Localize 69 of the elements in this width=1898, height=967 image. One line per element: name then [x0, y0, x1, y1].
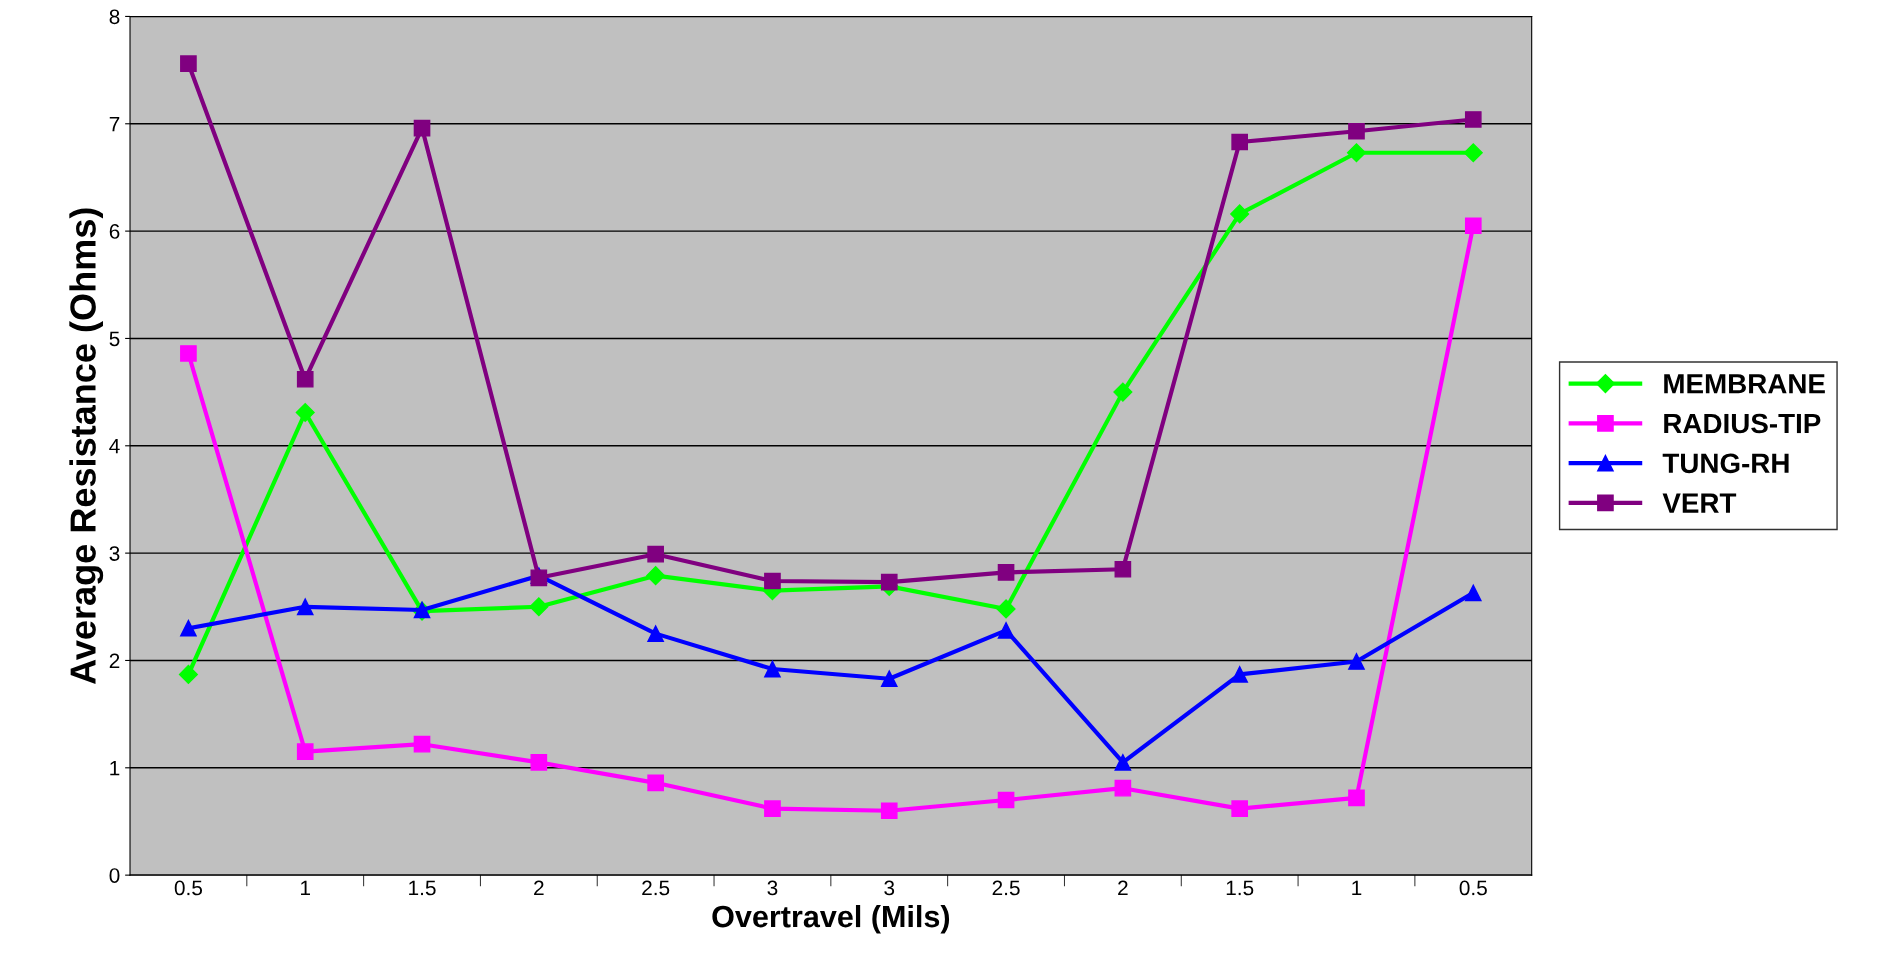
point — [1348, 122, 1365, 140]
point — [413, 735, 431, 753]
x-axis-title: Overtravel (Mils) — [712, 904, 950, 934]
point — [647, 774, 664, 792]
point — [764, 800, 781, 817]
y-tick-label: 5 — [109, 331, 120, 347]
point — [1231, 666, 1249, 683]
y-tick-label: 0 — [109, 868, 120, 883]
point — [1464, 217, 1482, 235]
point — [413, 119, 431, 137]
point — [880, 802, 898, 820]
x-tick-label: 1.5 — [1226, 880, 1254, 896]
point — [1231, 800, 1249, 817]
point — [764, 572, 781, 590]
x-tick-label: 2.5 — [642, 880, 670, 896]
y-tick-label: 3 — [109, 546, 120, 561]
point — [180, 619, 197, 637]
point — [180, 55, 197, 73]
point — [180, 345, 197, 362]
point — [1348, 789, 1365, 807]
point — [764, 660, 781, 678]
point — [1463, 143, 1483, 163]
point — [1464, 111, 1482, 128]
legend-label: RADIUS-TIP — [1664, 413, 1821, 434]
point — [1348, 653, 1365, 670]
y-tick-label: 2 — [109, 653, 120, 669]
point — [1114, 779, 1132, 797]
point — [647, 545, 664, 563]
legend-label: TUNG-RH — [1662, 453, 1789, 474]
point — [1464, 584, 1482, 602]
point — [1346, 143, 1367, 163]
x-tick-label: 1 — [1352, 880, 1362, 896]
point — [178, 664, 198, 684]
x-tick-label: 3 — [767, 880, 778, 896]
x-tick-label: 2.5 — [992, 880, 1020, 896]
legend-label: VERT — [1662, 493, 1737, 513]
point — [529, 597, 549, 617]
y-tick-label: 4 — [109, 439, 120, 454]
point — [295, 402, 315, 423]
x-tick-label: 0.5 — [1459, 880, 1487, 896]
x-tick-label: 2 — [1118, 880, 1128, 896]
x-tick-label: 0.5 — [174, 880, 203, 896]
x-tick-label: 3 — [884, 880, 895, 896]
y-tick-label: 6 — [109, 224, 120, 239]
point — [1114, 560, 1132, 578]
point — [296, 598, 314, 616]
point — [880, 573, 898, 591]
point — [1231, 133, 1249, 151]
point — [997, 622, 1015, 639]
x-tick-label: 2 — [534, 880, 544, 896]
y-tick-label: 7 — [109, 116, 120, 132]
y-axis-title: Average Resistance (Ohms) — [69, 208, 104, 685]
point — [996, 599, 1016, 619]
legend-label: MEMBRANE — [1664, 374, 1825, 394]
x-tick-label: 1 — [301, 880, 310, 896]
point — [1230, 204, 1250, 224]
point — [296, 743, 314, 761]
point — [1114, 754, 1132, 771]
point — [647, 625, 664, 642]
y-tick-label: 8 — [109, 9, 120, 25]
point — [646, 566, 666, 586]
point — [296, 370, 314, 388]
point — [1113, 382, 1133, 402]
point — [530, 754, 548, 771]
point — [880, 670, 898, 688]
point — [997, 791, 1015, 809]
point — [997, 564, 1015, 581]
x-tick-label: 1.5 — [409, 880, 436, 896]
y-tick-label: 1 — [110, 761, 120, 776]
